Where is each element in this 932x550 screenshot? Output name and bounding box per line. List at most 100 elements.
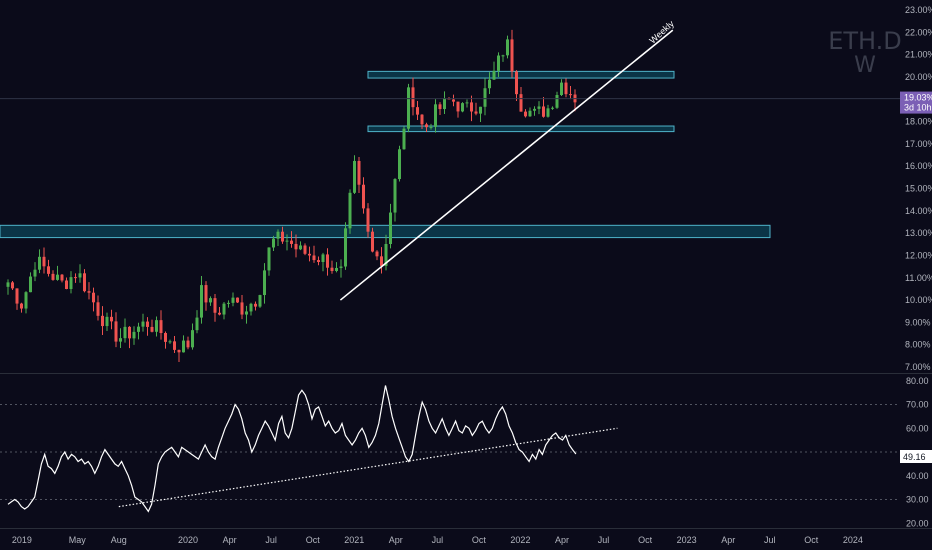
candle-body[interactable] xyxy=(173,341,176,350)
candle-body[interactable] xyxy=(119,338,122,342)
candle-body[interactable] xyxy=(146,321,149,327)
support-resistance-zone[interactable] xyxy=(367,125,675,133)
rsi-line[interactable] xyxy=(7,385,577,513)
candle-body[interactable] xyxy=(47,266,50,274)
candle-body[interactable] xyxy=(276,231,280,239)
candle-body[interactable] xyxy=(164,333,167,342)
candle-body[interactable] xyxy=(33,269,37,277)
candle-body[interactable] xyxy=(101,315,104,327)
candle-body[interactable] xyxy=(182,340,185,353)
candle-body[interactable] xyxy=(353,160,356,193)
candle-body[interactable] xyxy=(132,331,136,339)
candle-body[interactable] xyxy=(128,326,131,339)
candle-body[interactable] xyxy=(515,71,518,95)
candle-body[interactable] xyxy=(407,87,410,129)
candle-body[interactable] xyxy=(110,316,113,322)
support-resistance-zone[interactable] xyxy=(367,70,675,79)
weekly-trendline[interactable] xyxy=(339,29,674,301)
candle-body[interactable] xyxy=(416,107,419,115)
candle-body[interactable] xyxy=(366,208,370,232)
candle-body[interactable] xyxy=(465,102,469,104)
candle-body[interactable] xyxy=(186,340,190,348)
candle-body[interactable] xyxy=(470,102,473,112)
candle-body[interactable] xyxy=(87,291,91,293)
price-axis[interactable]: 23.00% 22.00% 21.00% 20.00% 18.00% 17.00% 16.0… xyxy=(905,5,932,372)
candle-body[interactable] xyxy=(411,87,415,108)
candle-body[interactable] xyxy=(497,55,500,71)
candle-body[interactable] xyxy=(420,114,424,125)
candle-body[interactable] xyxy=(222,303,226,315)
candle-body[interactable] xyxy=(150,326,154,332)
candle-body[interactable] xyxy=(294,243,298,250)
candle-body[interactable] xyxy=(461,103,464,112)
candle-body[interactable] xyxy=(56,274,59,280)
candle-body[interactable] xyxy=(114,321,118,342)
candle-body[interactable] xyxy=(317,260,320,263)
candle-body[interactable] xyxy=(141,321,145,327)
candle-body[interactable] xyxy=(371,231,374,252)
candle-body[interactable] xyxy=(209,298,212,303)
rsi-axis[interactable]: 80.00 70.00 60.00 40.00 30.00 20.00 xyxy=(906,376,929,529)
candle-body[interactable] xyxy=(443,98,446,110)
candle-body[interactable] xyxy=(51,273,55,280)
candle-body[interactable] xyxy=(42,256,46,267)
candle-body[interactable] xyxy=(474,111,478,114)
horizontal-zones[interactable] xyxy=(0,70,771,239)
candle-body[interactable] xyxy=(393,179,397,213)
candle-body[interactable] xyxy=(177,349,181,353)
candle-body[interactable] xyxy=(245,311,248,315)
rsi-pane[interactable] xyxy=(0,385,900,513)
candle-body[interactable] xyxy=(65,280,68,290)
time-axis[interactable]: 2019 May Aug 2020 Apr Jul Oct 2021 Apr Jul Oct 2022… xyxy=(12,535,863,545)
candle-body[interactable] xyxy=(542,106,545,117)
candle-body[interactable] xyxy=(533,108,536,111)
candle-body[interactable] xyxy=(231,297,235,303)
candle-body[interactable] xyxy=(159,320,163,334)
candle-body[interactable] xyxy=(519,94,523,112)
candle-body[interactable] xyxy=(501,55,505,57)
candle-body[interactable] xyxy=(281,231,284,242)
candle-body[interactable] xyxy=(380,256,383,266)
candle-body[interactable] xyxy=(357,160,361,185)
candle-body[interactable] xyxy=(155,320,158,332)
candle-body[interactable] xyxy=(483,88,487,107)
support-resistance-zone[interactable] xyxy=(0,224,771,239)
candle-body[interactable] xyxy=(240,302,244,315)
candle-body[interactable] xyxy=(29,276,32,293)
candlestick-series[interactable] xyxy=(6,29,577,362)
price-drawings[interactable] xyxy=(0,29,900,301)
candle-body[interactable] xyxy=(434,104,437,127)
candle-body[interactable] xyxy=(506,39,509,56)
candle-body[interactable] xyxy=(38,256,41,270)
candle-body[interactable] xyxy=(213,298,217,313)
candle-body[interactable] xyxy=(321,254,325,263)
candle-body[interactable] xyxy=(330,267,334,272)
rsi-trendline[interactable] xyxy=(118,427,618,508)
candle-body[interactable] xyxy=(546,108,550,117)
candle-body[interactable] xyxy=(339,266,343,268)
candle-body[interactable] xyxy=(348,192,352,229)
candle-body[interactable] xyxy=(263,270,266,296)
candle-body[interactable] xyxy=(168,341,172,343)
candle-body[interactable] xyxy=(15,288,19,304)
candle-body[interactable] xyxy=(569,94,572,96)
candle-body[interactable] xyxy=(137,326,140,332)
candle-body[interactable] xyxy=(96,302,100,316)
candle-body[interactable] xyxy=(191,330,194,348)
candle-body[interactable] xyxy=(69,277,73,290)
candle-body[interactable] xyxy=(456,101,460,112)
candle-body[interactable] xyxy=(429,126,433,128)
candle-body[interactable] xyxy=(105,316,109,327)
candle-body[interactable] xyxy=(452,99,455,102)
candle-body[interactable] xyxy=(537,106,541,109)
candle-body[interactable] xyxy=(312,255,316,261)
candle-body[interactable] xyxy=(389,212,392,245)
candle-body[interactable] xyxy=(564,82,568,95)
candle-body[interactable] xyxy=(299,245,302,250)
candle-body[interactable] xyxy=(60,274,64,281)
candle-body[interactable] xyxy=(362,184,365,209)
candle-body[interactable] xyxy=(303,245,307,254)
candle-body[interactable] xyxy=(326,254,329,268)
candle-body[interactable] xyxy=(236,297,239,303)
